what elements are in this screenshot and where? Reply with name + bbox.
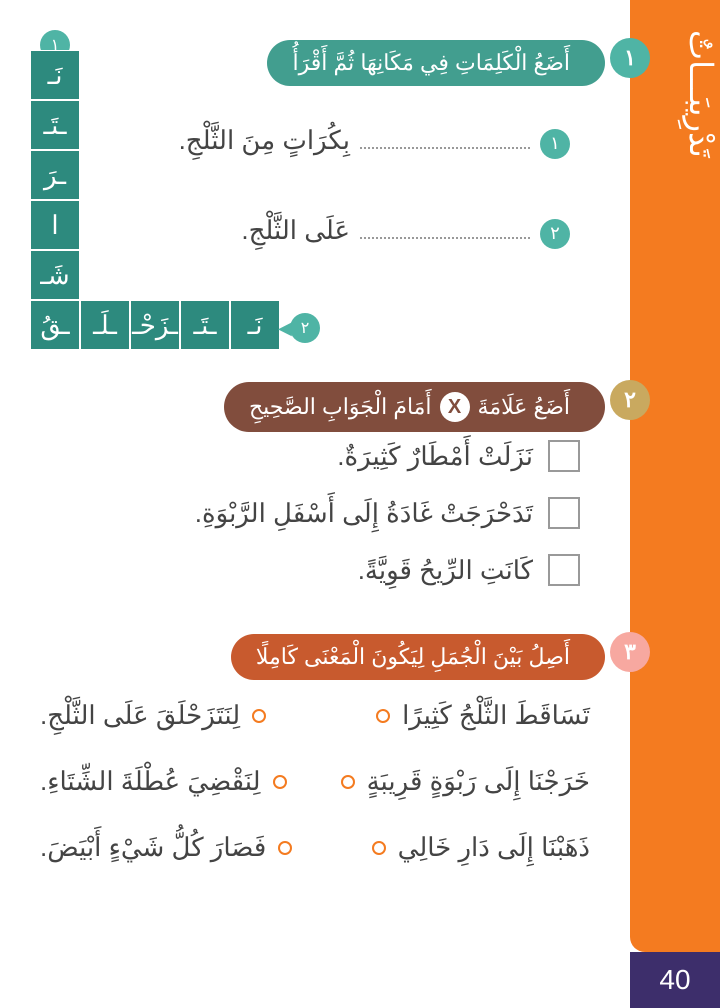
x-icon: X — [440, 392, 470, 422]
ex3-pairs: تَسَاقَطَ الثَّلْجُ كَثِيرًا لِنَتَزَحْل… — [40, 700, 590, 898]
ex1-line-2: ٢ عَلَى الثَّلْجِ. — [241, 215, 570, 249]
ex2-row-2: تَدَحْرَجَتْ غَادَةُ إِلَى أَسْفَلِ الرَ… — [195, 497, 580, 529]
cell-v1[interactable]: نَـ — [30, 50, 80, 100]
ex3-badge: ٣ — [610, 632, 650, 672]
ex3-l1-text: لِنَتَزَحْلَقَ عَلَى الثَّلْجِ. — [40, 700, 240, 731]
ex2-badge: ٢ — [610, 380, 650, 420]
dot-icon — [273, 775, 287, 789]
ex3-row-2: خَرَجْنَا إِلَى رَبْوَةٍ قَرِيبَةٍ لِنَق… — [40, 766, 590, 797]
cell-h4[interactable]: نَـ — [230, 300, 280, 350]
ex3-left-2[interactable]: لِنَقْضِيَ عُطْلَةَ الشِّتَاءِ. — [40, 766, 287, 797]
ex3-r1-text: تَسَاقَطَ الثَّلْجُ كَثِيرًا — [402, 700, 590, 731]
cell-h3[interactable]: ـتَـ — [180, 300, 230, 350]
ex3-l2-text: لِنَقْضِيَ عُطْلَةَ الشِّتَاءِ. — [40, 766, 261, 797]
ex2-row-1: نَزَلَتْ أَمْطَارٌ كَثِيرَةٌ. — [195, 440, 580, 472]
cell-v3[interactable]: ـرَ — [30, 150, 80, 200]
ex1-line1-blank[interactable] — [360, 129, 530, 149]
ex2-row-3: كَانَتِ الرِّيحُ قَوِيَّةً. — [195, 554, 580, 586]
cross-label-2: ٢ — [290, 313, 320, 343]
ex1-line2-blank[interactable] — [360, 219, 530, 239]
ex1-line1-num: ١ — [540, 129, 570, 159]
dot-icon — [372, 841, 386, 855]
ex2-header-before: أَضَعُ عَلَامَةَ — [478, 394, 570, 420]
ex3-left-1[interactable]: لِنَتَزَحْلَقَ عَلَى الثَّلْجِ. — [40, 700, 266, 731]
ex3-r2-text: خَرَجْنَا إِلَى رَبْوَةٍ قَرِيبَةٍ — [367, 766, 590, 797]
cell-corner[interactable]: ـقُ — [30, 300, 80, 350]
checkbox-1[interactable] — [548, 440, 580, 472]
cell-h2[interactable]: ـزَحْـ — [130, 300, 180, 350]
ex3-r3-text: ذَهَبْنَا إِلَى دَارِ خَالِي — [398, 832, 590, 863]
ex1-line-1: ١ بِكُرَاتٍ مِنَ الثَّلْجِ. — [179, 125, 570, 159]
ex1-line2-text: عَلَى الثَّلْجِ. — [241, 215, 350, 246]
ex1-badge: ١ — [610, 38, 650, 78]
dot-icon — [341, 775, 355, 789]
sidebar: تَدْرِيبَـــاتٌ — [630, 0, 720, 952]
ex3-row-1: تَسَاقَطَ الثَّلْجُ كَثِيرًا لِنَتَزَحْل… — [40, 700, 590, 731]
ex2-items: نَزَلَتْ أَمْطَارٌ كَثِيرَةٌ. تَدَحْرَجَ… — [195, 440, 580, 611]
ex2-text-3: كَانَتِ الرِّيحُ قَوِيَّةً. — [358, 555, 533, 586]
ex3-right-3[interactable]: ذَهَبْنَا إِلَى دَارِ خَالِي — [372, 832, 590, 863]
sidebar-title: تَدْرِيبَـــاتٌ — [630, 0, 720, 158]
ex3-row-3: ذَهَبْنَا إِلَى دَارِ خَالِي فَصَارَ كُل… — [40, 832, 590, 863]
cell-v5[interactable]: شَـ — [30, 250, 80, 300]
dot-icon — [278, 841, 292, 855]
ex1-header: أَضَعُ الْكَلِمَاتِ فِي مَكَانِهَا ثُمَّ… — [267, 40, 605, 86]
cell-h1[interactable]: ـلَـ — [80, 300, 130, 350]
ex2-text-2: تَدَحْرَجَتْ غَادَةُ إِلَى أَسْفَلِ الرَ… — [195, 498, 533, 529]
cell-v2[interactable]: ـتَـ — [30, 100, 80, 150]
ex2-text-1: نَزَلَتْ أَمْطَارٌ كَثِيرَةٌ. — [337, 441, 533, 472]
dot-icon — [376, 709, 390, 723]
ex2-header-after: أَمَامَ الْجَوَابِ الصَّحِيحِ — [249, 394, 432, 420]
ex1-line2-num: ٢ — [540, 219, 570, 249]
cell-v4[interactable]: ا — [30, 200, 80, 250]
ex3-left-3[interactable]: فَصَارَ كُلُّ شَيْءٍ أَبْيَضَ. — [40, 832, 292, 863]
ex3-header: أَصِلُ بَيْنَ الْجُمَلِ لِيَكُونَ الْمَع… — [231, 634, 605, 680]
ex3-right-2[interactable]: خَرَجْنَا إِلَى رَبْوَةٍ قَرِيبَةٍ — [341, 766, 590, 797]
checkbox-3[interactable] — [548, 554, 580, 586]
dot-icon — [252, 709, 266, 723]
page-number: 40 — [630, 952, 720, 1008]
ex1-line1-text: بِكُرَاتٍ مِنَ الثَّلْجِ. — [179, 125, 350, 156]
ex3-l3-text: فَصَارَ كُلُّ شَيْءٍ أَبْيَضَ. — [40, 832, 266, 863]
ex3-right-1[interactable]: تَسَاقَطَ الثَّلْجُ كَثِيرًا — [376, 700, 590, 731]
ex2-header: أَضَعُ عَلَامَةَ X أَمَامَ الْجَوَابِ ال… — [224, 382, 605, 432]
checkbox-2[interactable] — [548, 497, 580, 529]
